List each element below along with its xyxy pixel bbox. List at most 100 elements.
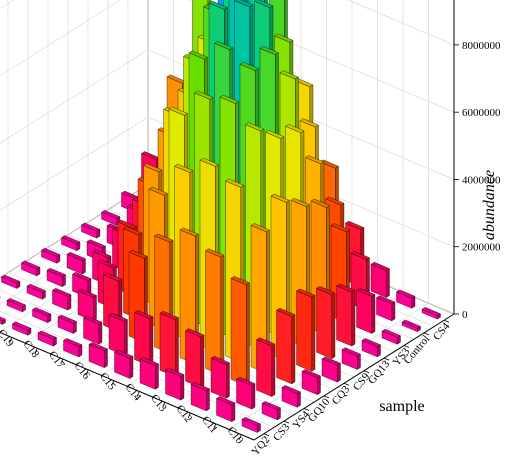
bar-side bbox=[206, 388, 210, 412]
chart-axes bbox=[0, 0, 455, 441]
bar-side bbox=[271, 343, 276, 397]
bar-side bbox=[104, 348, 108, 369]
x-tick-label: C17 bbox=[46, 349, 67, 371]
bar-side bbox=[371, 294, 376, 334]
bar-side bbox=[180, 374, 185, 401]
bar-top bbox=[77, 288, 97, 298]
bar bbox=[370, 261, 390, 298]
bar-top bbox=[188, 50, 208, 60]
bar bbox=[336, 283, 356, 347]
bar-top bbox=[281, 385, 301, 395]
bar bbox=[276, 308, 296, 385]
bar-top bbox=[88, 342, 108, 352]
bar bbox=[66, 252, 86, 275]
bar-front bbox=[316, 288, 332, 359]
bar bbox=[396, 289, 416, 309]
bar-top bbox=[114, 349, 134, 359]
bar bbox=[316, 286, 336, 360]
y-tick-label: YQ2 bbox=[249, 434, 272, 458]
bar-side bbox=[291, 314, 296, 385]
bar-top bbox=[216, 396, 236, 406]
bar-top bbox=[46, 268, 66, 277]
bar bbox=[361, 338, 381, 358]
bar bbox=[241, 417, 261, 433]
x-tick bbox=[136, 391, 140, 397]
x-tick-label: C10 bbox=[225, 425, 246, 447]
y-tick bbox=[323, 395, 330, 399]
bar bbox=[81, 222, 101, 239]
bar-front bbox=[108, 314, 125, 356]
bar-top bbox=[41, 247, 61, 257]
bar-top bbox=[174, 163, 194, 173]
bar bbox=[296, 288, 316, 372]
y-tick bbox=[303, 408, 310, 411]
x-tick-label: C12 bbox=[174, 403, 195, 425]
y-tick-label: GQ13 bbox=[366, 358, 393, 387]
bar bbox=[281, 385, 301, 408]
bar bbox=[376, 295, 396, 322]
bar-side bbox=[129, 356, 134, 379]
bar-top bbox=[190, 382, 210, 391]
bar-top bbox=[86, 239, 106, 249]
bar bbox=[185, 328, 205, 388]
bar-top bbox=[208, 0, 228, 10]
bar-top bbox=[310, 198, 330, 208]
bar-side bbox=[351, 289, 356, 347]
bar-top bbox=[159, 310, 179, 320]
bar bbox=[1, 274, 21, 289]
bar bbox=[301, 369, 321, 396]
x-tick-label: C14 bbox=[123, 381, 144, 403]
bar-top bbox=[83, 315, 103, 325]
bar-top bbox=[270, 193, 290, 203]
bar-top bbox=[301, 369, 321, 379]
bar-top bbox=[81, 222, 101, 232]
bar-side bbox=[226, 362, 230, 399]
bar-side bbox=[82, 258, 86, 275]
bar-side bbox=[98, 321, 103, 345]
bar bbox=[139, 357, 159, 390]
x-tick bbox=[187, 412, 191, 419]
bar-top bbox=[225, 178, 245, 188]
bar-top bbox=[254, 0, 274, 8]
bar-top bbox=[165, 367, 185, 377]
bar-front bbox=[0, 320, 3, 325]
bar-front bbox=[210, 357, 227, 399]
bar bbox=[205, 248, 225, 376]
x-tick-label: C18 bbox=[21, 338, 42, 360]
bar-top bbox=[341, 347, 361, 357]
x-axis-line bbox=[0, 331, 255, 441]
bar-front bbox=[159, 312, 176, 377]
bar bbox=[63, 338, 83, 358]
bar-side bbox=[149, 316, 154, 367]
bar bbox=[88, 342, 108, 369]
bar-front bbox=[256, 339, 272, 397]
bar-top bbox=[210, 356, 230, 365]
bar-top bbox=[61, 235, 81, 245]
bar-top bbox=[299, 118, 319, 128]
y-tick-label: CS4 bbox=[431, 320, 453, 343]
bar bbox=[12, 321, 32, 336]
bar-top bbox=[26, 283, 46, 293]
y-tick bbox=[443, 319, 450, 323]
bar-top bbox=[274, 33, 294, 43]
x-tick bbox=[238, 434, 242, 440]
bar bbox=[32, 307, 52, 324]
y-axis-title: sample bbox=[379, 398, 424, 415]
y-tick bbox=[343, 382, 350, 386]
bar-top bbox=[205, 248, 225, 258]
bar-side bbox=[200, 334, 205, 388]
bar-top bbox=[250, 223, 270, 233]
bar bbox=[83, 315, 103, 345]
bar-top bbox=[143, 163, 163, 173]
bar-top bbox=[401, 319, 421, 329]
bar bbox=[190, 382, 210, 412]
bar-side bbox=[337, 362, 341, 383]
bar bbox=[356, 287, 376, 334]
bar-top bbox=[234, 0, 254, 8]
bar bbox=[261, 401, 281, 421]
bar-top bbox=[199, 157, 219, 167]
bar-side bbox=[124, 319, 128, 356]
bar-side bbox=[317, 375, 321, 396]
bar bbox=[159, 310, 179, 378]
y-tick-label: CQ3 bbox=[330, 383, 353, 407]
